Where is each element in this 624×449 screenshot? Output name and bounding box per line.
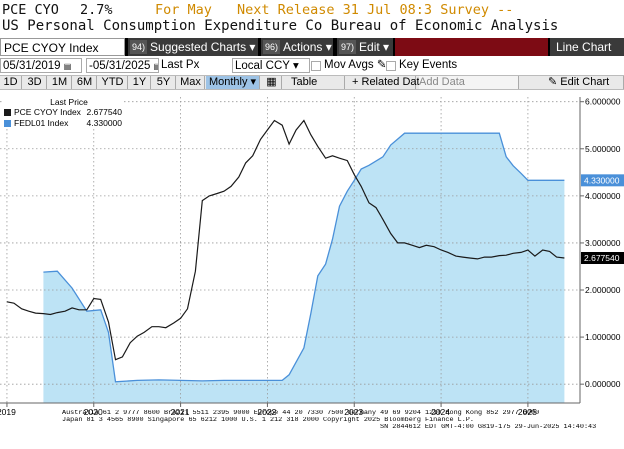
last-value-tag — [581, 174, 624, 187]
toolbar: PCE CYOY Index 94) Suggested Charts ▾ 96)… — [0, 38, 624, 56]
related-data-button[interactable]: + Related Dat — [352, 76, 420, 89]
legend-item-value: 2.677540 — [86, 107, 122, 117]
chart-type-label[interactable]: Line Chart — [550, 38, 624, 56]
price-type-select[interactable]: Last Px — [158, 58, 228, 73]
related-data-label: Related Dat — [361, 76, 420, 88]
ticker-input[interactable]: PCE CYOY Index — [0, 38, 125, 56]
suggested-charts-button[interactable]: 94) Suggested Charts ▾ — [128, 38, 258, 56]
edit-icon: ✎ — [548, 76, 558, 88]
x-tick-label: 2024 — [431, 407, 450, 417]
dropdown-arrow-icon: ▾ — [383, 40, 390, 54]
x-tick-label: 2021 — [171, 407, 190, 417]
y-tick-label: 4.000000 — [585, 191, 621, 201]
legend-item-name: FEDL01 Index — [14, 118, 69, 128]
range-1y-button[interactable]: 1Y — [129, 76, 151, 89]
legend-swatch — [4, 120, 11, 127]
period-label: For May — [155, 2, 212, 18]
start-date-value: 05/31/2019 — [3, 60, 61, 72]
toolbar-accent-bar — [395, 38, 548, 56]
x-tick-label: 2022 — [257, 407, 276, 417]
last-value-label: 4.330000 — [584, 175, 620, 185]
y-tick-label: 5.000000 — [585, 144, 621, 154]
dropdown-arrow-icon: ▾ — [249, 40, 256, 54]
legend-swatch — [4, 109, 11, 116]
x-tick-label: 2020 — [84, 407, 103, 417]
actions-button[interactable]: 96) Actions ▾ — [261, 38, 333, 56]
legend-item-value: 4.330000 — [86, 118, 122, 128]
actions-number: 96) — [263, 40, 281, 54]
footer-line: Japan 81 3 4565 8900 Singapore 65 6212 1… — [62, 417, 474, 424]
x-tick-label: 2025 — [518, 407, 537, 417]
edit-chart-label: Edit Chart — [560, 76, 610, 88]
pencil-icon: ✎ — [376, 59, 387, 71]
add-data-input[interactable]: Add Data — [419, 76, 519, 89]
legend-title: Last Price — [50, 97, 88, 107]
frequency-row: 1D 3D 1M 6M YTD 1Y 5Y Max Monthly ▾ ▦ Ta… — [0, 75, 624, 90]
fedl01-line — [43, 132, 565, 383]
calendar-icon: ▤ — [63, 62, 72, 71]
edit-chart-button[interactable]: ✎ Edit Chart — [548, 76, 624, 89]
currency-label: Local CCY — [235, 60, 290, 72]
headline-value: 2.7% — [80, 2, 113, 18]
title-bar: PCE CYO 2.7% For May Next Release 31 Jul… — [0, 0, 624, 38]
legend: Last Price PCE CYOY Index 2.677540 FEDL0… — [4, 97, 124, 129]
last-value-tag — [581, 252, 624, 265]
frequency-label: Monthly — [208, 76, 248, 88]
chart-area[interactable]: 0.000000 1.000000 2.000000 3.000000 4.000000… — [0, 91, 624, 449]
footer-line: Australia 61 2 9777 8600 Brazil 5511 239… — [62, 410, 540, 417]
key-events-checkbox[interactable] — [386, 61, 396, 71]
legend-item-name: PCE CYOY Index — [14, 107, 81, 117]
range-1d-button[interactable]: 1D — [0, 76, 22, 89]
range-6m-button[interactable]: 6M — [73, 76, 97, 89]
range-1m-button[interactable]: 1M — [48, 76, 72, 89]
plus-icon: + — [352, 76, 359, 88]
suggested-charts-number: 94) — [130, 40, 148, 54]
frequency-select[interactable]: Monthly ▾ — [206, 76, 260, 89]
fedl01-area — [43, 133, 565, 403]
pce-line — [6, 119, 565, 361]
dropdown-arrow-icon: ▾ — [250, 76, 257, 88]
y-tick-label: 1.000000 — [585, 332, 621, 342]
dropdown-arrow-icon: ▾ — [292, 60, 299, 72]
edit-number: 97) — [339, 40, 357, 54]
edit-button[interactable]: 97) Edit ▾ — [337, 38, 393, 56]
footer: Australia 61 2 9777 8600 Brazil 5511 239… — [62, 410, 624, 449]
currency-select[interactable]: Local CCY ▾ — [232, 58, 310, 73]
legend-item: FEDL01 Index 4.330000 — [4, 118, 124, 129]
last-value-label: 2.677540 — [584, 253, 620, 263]
calendar-icon: ▤ — [154, 62, 162, 71]
end-date-value: 05/31/2025 — [92, 60, 151, 72]
end-date-dash: - — [89, 60, 93, 72]
y-tick-label: 0.000000 — [585, 379, 621, 389]
y-tick-label: 3.000000 — [585, 238, 621, 248]
y-tick-label: 6.000000 — [585, 97, 621, 107]
options-row: 05/31/2019 ▤ -05/31/2025 ▤ Last Px Local… — [0, 58, 624, 74]
dropdown-arrow-icon: ▾ — [325, 40, 332, 54]
mov-avgs-option[interactable]: Mov Avgs ✎ — [322, 58, 389, 73]
range-ytd-button[interactable]: YTD — [98, 76, 128, 89]
x-tick-label: 2023 — [344, 407, 363, 417]
x-tick-label: 2019 — [0, 407, 16, 417]
series-description: US Personal Consumption Expenditure Co B… — [2, 18, 559, 34]
edit-label: Edit — [359, 40, 380, 54]
range-3d-button[interactable]: 3D — [23, 76, 47, 89]
ticker-title: PCE CYO — [2, 2, 59, 18]
table-button[interactable]: Table — [285, 76, 345, 89]
table-grid-icon[interactable]: ▦ — [262, 76, 282, 89]
line-chart[interactable]: 0.000000 1.000000 2.000000 3.000000 4.000000… — [0, 91, 624, 449]
y-tick-label: 2.000000 — [585, 285, 621, 295]
key-events-label: Key Events — [397, 58, 460, 73]
suggested-charts-label: Suggested Charts — [150, 40, 247, 54]
mov-avgs-label: Mov Avgs — [324, 59, 374, 71]
legend-item: PCE CYOY Index 2.677540 — [4, 107, 124, 118]
end-date-field[interactable]: -05/31/2025 ▤ — [86, 58, 168, 73]
next-release-label: Next Release 31 Jul 08:3 Survey -- — [237, 2, 514, 18]
start-date-field[interactable]: 05/31/2019 ▤ — [0, 58, 82, 73]
range-5y-button[interactable]: 5Y — [152, 76, 176, 89]
mov-avgs-checkbox[interactable] — [311, 61, 321, 71]
range-max-button[interactable]: Max — [177, 76, 205, 89]
actions-label: Actions — [283, 40, 323, 54]
footer-line: SN 2844612 EDT GMT-4:00 G819-175 29-Jun-… — [380, 424, 597, 431]
